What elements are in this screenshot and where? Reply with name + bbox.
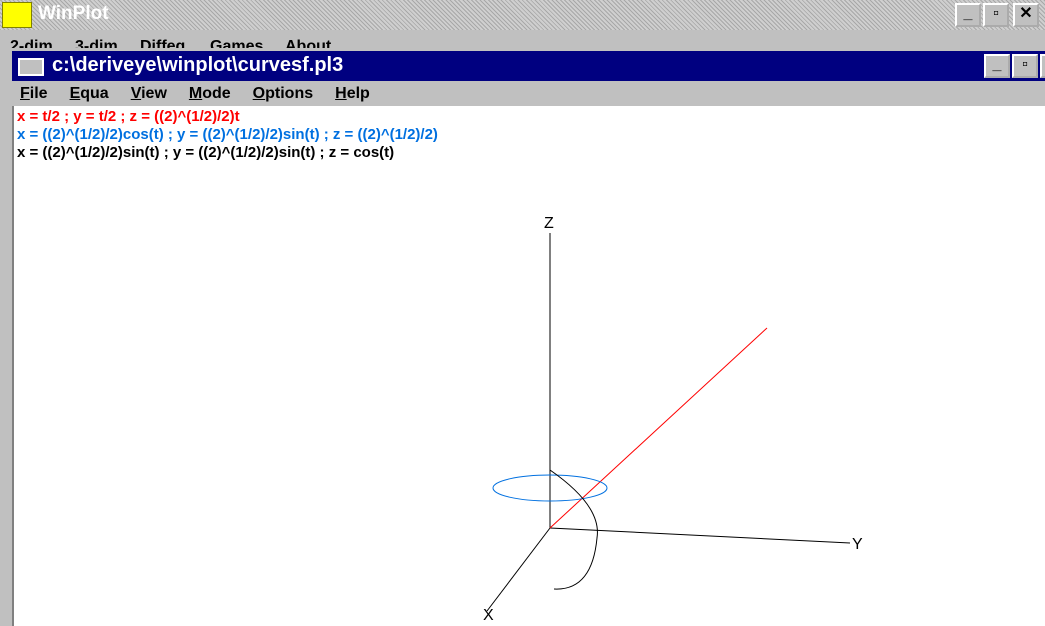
y-axis: [549, 527, 851, 544]
restore-button[interactable]: ▫: [1012, 54, 1038, 78]
y-axis-label: Y: [852, 536, 863, 553]
equation: x = ((2)^(1/2)/2)sin(t) ; y = ((2)^(1/2)…: [17, 144, 395, 161]
close-button[interactable]: ✕: [1040, 54, 1045, 78]
document-icon: [18, 58, 44, 76]
app-menu-item[interactable]: 3-dim: [75, 38, 118, 48]
black-curve: [549, 469, 598, 590]
equation: x = ((2)^(1/2)/2)cos(t) ; y = ((2)^(1/2)…: [17, 126, 438, 143]
minimize-button[interactable]: _: [955, 3, 981, 27]
red-curve: [549, 327, 768, 529]
document-title: c:\deriveye\winplot\curvesf.pl3: [52, 54, 344, 76]
app-title-bar: WinPlot _ ▫ ✕: [0, 0, 1045, 30]
app-menu-item[interactable]: Games: [210, 38, 264, 48]
app-menu-bar: 2-dim 3-dim Diffeq Games About: [0, 30, 1045, 48]
menu-item[interactable]: Help: [335, 85, 370, 102]
blue-curve: [492, 474, 608, 502]
app-menu-item[interactable]: Diffeq: [140, 38, 186, 48]
z-axis-label: Z: [544, 215, 554, 232]
x-axis-label: X: [483, 607, 494, 624]
app-menu-item[interactable]: 2-dim: [10, 38, 53, 48]
document-window: c:\deriveye\winplot\curvesf.pl3 _ ▫ ✕ Fi…: [12, 48, 1045, 626]
equation: x = t/2 ; y = t/2 ; z = ((2)^(1/2)/2)t: [17, 108, 240, 125]
menu-item[interactable]: File: [20, 85, 48, 102]
document-title-bar: c:\deriveye\winplot\curvesf.pl3 _ ▫ ✕: [12, 51, 1045, 81]
menu-item[interactable]: View: [130, 85, 167, 102]
menu-item[interactable]: Options: [252, 85, 314, 102]
document-menu-bar: File Equa View Mode Options Help: [12, 82, 1045, 106]
app-icon: [2, 2, 32, 28]
close-button[interactable]: ✕: [1013, 3, 1039, 27]
app-menu-item[interactable]: About: [285, 38, 332, 48]
plot-area: Z Y X x = t/2 ; y = t/2 ; z = ((2)^(1/2)…: [12, 106, 1045, 626]
minimize-button[interactable]: _: [984, 54, 1010, 78]
menu-item[interactable]: Mode: [188, 85, 231, 102]
menu-item[interactable]: Equa: [69, 85, 109, 102]
plot: Z Y X: [483, 215, 863, 624]
restore-button[interactable]: ▫: [983, 3, 1009, 27]
x-axis: [486, 527, 551, 612]
app-title: WinPlot: [38, 3, 109, 24]
